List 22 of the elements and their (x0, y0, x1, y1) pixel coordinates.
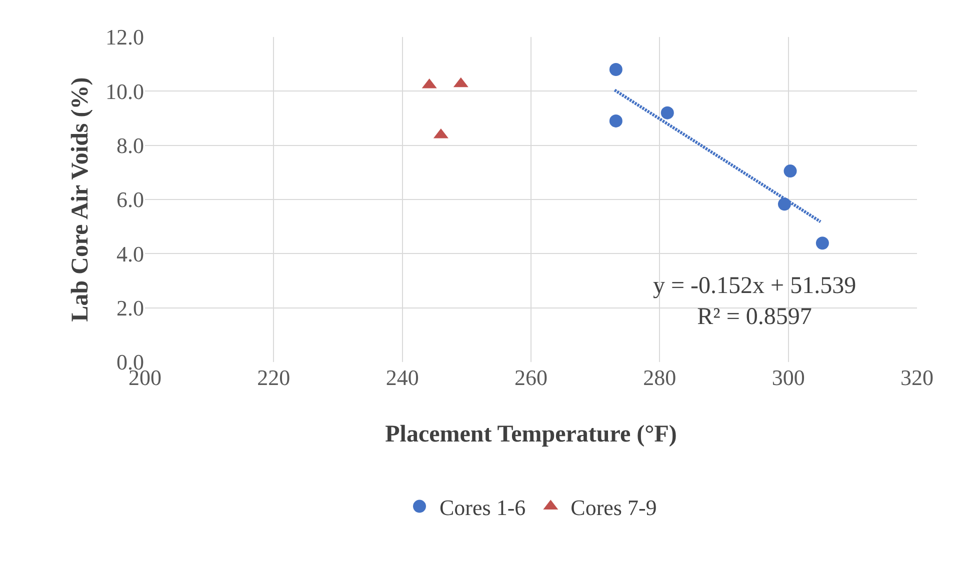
x-tick-label: 220 (257, 365, 290, 390)
legend-label: Cores 1-6 (440, 494, 526, 520)
point (609, 63, 622, 76)
x-tick-label: 320 (900, 365, 934, 390)
x-tick-label: 240 (386, 365, 419, 390)
x-tick-label: 280 (643, 365, 676, 390)
y-tick-label: 12.0 (106, 24, 144, 50)
point (609, 114, 622, 128)
y-tick-label: 6.0 (116, 187, 144, 212)
point (816, 236, 829, 250)
point (784, 164, 797, 178)
x-axis-title: Placement Temperature (°F) (385, 421, 677, 448)
legend-label: Cores 7-9 (570, 494, 657, 520)
point (660, 106, 674, 120)
y-tick-label: 10.0 (106, 78, 144, 104)
y-tick-label: 4.0 (116, 241, 144, 266)
y-tick-label: 2.0 (116, 296, 144, 321)
y-axis-title: Lab Core Air Voids (%) (68, 77, 94, 322)
x-tick-label: 300 (772, 365, 805, 390)
x-tick-label: 260 (514, 365, 548, 390)
y-tick-label: 8.0 (116, 133, 144, 158)
annotation: y = -0.152x + 51.539 R² = 0.8597 (653, 273, 856, 330)
